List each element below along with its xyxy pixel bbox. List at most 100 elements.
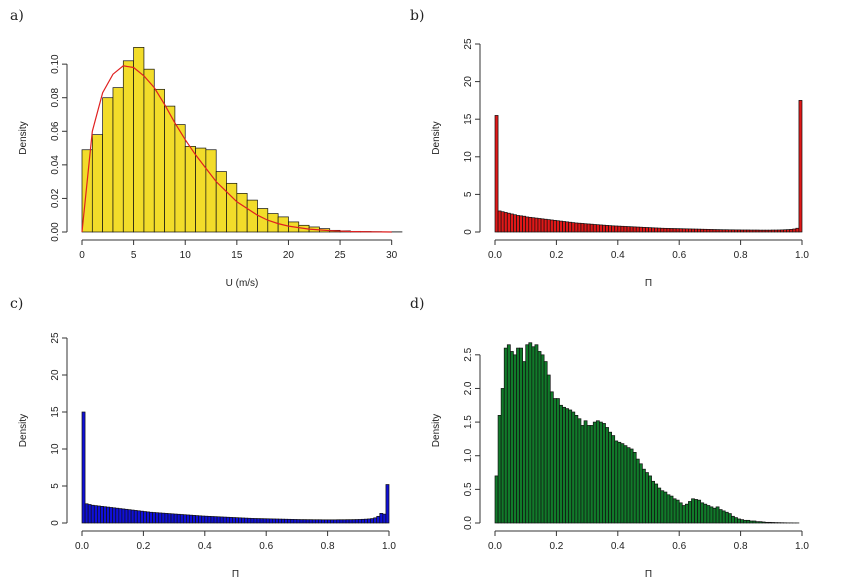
histogram-bar <box>308 519 313 524</box>
y-tick-label: 2.0 <box>463 381 474 395</box>
histogram-bar <box>354 519 359 524</box>
histogram-bar <box>715 506 720 524</box>
histogram-bar <box>522 215 527 233</box>
histogram-bar <box>153 88 165 233</box>
histogram-bar <box>247 517 252 524</box>
histogram-bar <box>364 518 368 524</box>
histogram-bar <box>497 210 502 233</box>
histogram-bar <box>599 421 603 524</box>
histogram-bar <box>678 502 683 524</box>
histogram-bar <box>281 518 285 524</box>
histogram-bar <box>737 518 741 524</box>
histogram-bar <box>724 511 729 524</box>
histogram-bar <box>528 342 533 524</box>
histogram-bar <box>734 517 738 524</box>
panel-label: a) <box>10 8 24 24</box>
histogram-bar <box>592 224 597 233</box>
histogram-bar <box>675 228 680 233</box>
histogram-bar <box>552 219 557 233</box>
x-tick-label: 0.8 <box>321 541 335 552</box>
histogram-bar <box>91 134 103 233</box>
histogram-bar <box>623 445 628 524</box>
panel-label: c) <box>10 296 23 312</box>
histogram-bar <box>179 514 184 524</box>
histogram-bar <box>568 221 573 233</box>
histogram-bar <box>559 220 563 233</box>
histogram-bar <box>666 494 671 524</box>
histogram-bar <box>583 420 588 524</box>
histogram-bar <box>130 509 135 524</box>
histogram-bar <box>205 149 217 233</box>
histogram-bar <box>259 518 264 524</box>
histogram-bar <box>293 519 298 524</box>
histogram-bar <box>577 418 582 524</box>
histogram-bar <box>268 518 273 524</box>
y-tick-label: 2.5 <box>463 347 474 361</box>
histogram-bar <box>755 229 760 233</box>
histogram-bar <box>161 512 166 524</box>
histogram-bar <box>645 472 649 524</box>
histogram-bar <box>497 415 502 524</box>
histogram-bar <box>749 229 754 233</box>
histogram-bar <box>164 513 169 524</box>
y-tick-label: 0.08 <box>50 88 61 108</box>
histogram-bar <box>681 228 686 233</box>
histogram-bar <box>614 440 619 524</box>
histogram-bar <box>534 344 539 524</box>
histogram-bar <box>611 225 616 233</box>
histogram-bar <box>204 515 209 524</box>
histogram-bar <box>525 344 530 524</box>
histogram-bar <box>351 519 356 524</box>
histogram-bar <box>749 520 754 524</box>
histogram-bar <box>706 505 711 524</box>
histogram-bar <box>275 518 279 524</box>
histogram-bar <box>752 520 757 524</box>
histogram-bar <box>90 504 95 524</box>
histogram-bar <box>534 217 539 233</box>
histogram-bar <box>657 227 662 233</box>
histogram-bar <box>215 171 227 233</box>
histogram-bar <box>112 87 124 233</box>
histogram-bar <box>222 516 227 524</box>
histogram-bar <box>654 227 659 233</box>
histogram-bar <box>149 511 153 524</box>
histogram-bar <box>198 515 203 524</box>
histogram-bar <box>783 229 788 233</box>
histogram-bar <box>758 521 763 524</box>
histogram-bar <box>225 516 230 524</box>
histogram-bar <box>672 498 677 524</box>
histogram-bar <box>770 229 775 233</box>
histogram-bar <box>543 218 548 233</box>
x-tick-label: 0.4 <box>611 250 625 261</box>
histogram-bar <box>651 227 655 233</box>
histogram-bar <box>510 351 514 524</box>
histogram-bar <box>709 229 714 233</box>
histogram-bar <box>201 515 206 524</box>
histogram-bar <box>244 517 249 524</box>
histogram-bar <box>379 513 384 524</box>
histogram-bar <box>780 229 784 233</box>
histogram-bar <box>734 229 738 233</box>
y-tick-label: 10 <box>463 151 474 163</box>
histogram-bar <box>525 216 530 233</box>
histogram-bar <box>382 513 387 524</box>
histogram-bar <box>703 228 708 233</box>
histogram-bar <box>143 511 147 524</box>
histogram-bar <box>236 193 248 233</box>
histogram-bar <box>506 212 511 233</box>
panel-label: b) <box>410 8 424 24</box>
y-tick-label: 1.5 <box>463 415 474 429</box>
histogram-bar <box>694 228 698 233</box>
histogram-bar <box>370 518 374 524</box>
histogram-bar <box>580 223 585 233</box>
histogram-bar <box>170 513 175 524</box>
x-tick-label: 0.2 <box>136 541 150 552</box>
histogram-bar <box>635 458 640 524</box>
histogram-bar <box>623 226 628 233</box>
density-curve <box>81 65 392 233</box>
x-tick-label: 0.2 <box>549 250 563 261</box>
histogram-bar <box>106 506 110 524</box>
histogram-bar <box>376 515 381 524</box>
x-tick-label: 0.8 <box>734 250 748 261</box>
panel-label: d) <box>410 296 424 312</box>
